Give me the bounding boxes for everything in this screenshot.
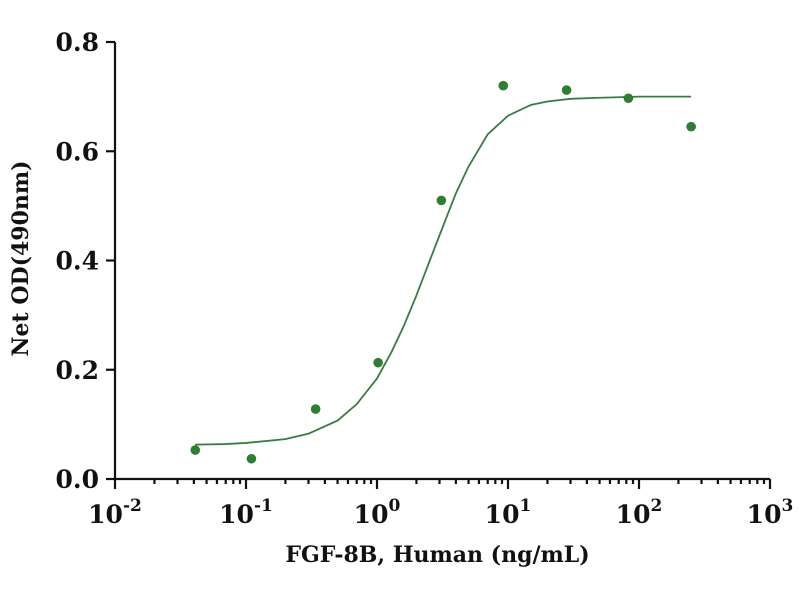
y-tick-label: 0.0	[56, 465, 100, 494]
x-tick-label: 100	[354, 496, 401, 529]
fit-curve	[195, 95, 692, 446]
x-ticks: 10-2 10-1 100 101 102 103	[88, 479, 793, 529]
x-tick-base: 10	[747, 500, 782, 529]
x-tick-base: 10	[88, 500, 123, 529]
data-point	[373, 357, 383, 368]
y-tick-label: 0.6	[56, 137, 100, 166]
x-tick-label: 102	[616, 496, 663, 529]
y-tick-label: 0.4	[56, 247, 100, 276]
x-tick-base: 10	[354, 500, 389, 529]
x-tick-exponent: 3	[781, 496, 793, 516]
x-tick-exponent: -2	[123, 496, 142, 516]
data-point	[623, 93, 634, 104]
x-tick-exponent: -1	[254, 496, 273, 516]
x-tick-label: 101	[485, 496, 532, 529]
data-point	[246, 453, 257, 464]
y-tick-label: 0.8	[56, 28, 100, 57]
x-tick-exponent: 0	[388, 496, 400, 516]
x-tick-base: 10	[485, 500, 520, 529]
data-point	[190, 445, 201, 455]
x-tick-exponent: 1	[519, 496, 531, 516]
x-tick-label: 10-1	[219, 496, 273, 529]
x-tick-base: 10	[616, 500, 651, 529]
x-tick-exponent: 2	[650, 496, 662, 516]
x-axis-title: FGF-8B, Human (ng/mL)	[285, 542, 589, 568]
data-point	[498, 80, 509, 91]
y-ticks: 0.0 0.2 0.4 0.6 0.8	[56, 28, 115, 494]
x-tick-base: 10	[219, 500, 254, 529]
x-tick-label: 10-2	[88, 496, 142, 529]
x-tick-label: 103	[747, 496, 794, 529]
data-point	[310, 404, 321, 414]
axes	[113, 42, 770, 481]
y-axis-title: Net OD(490nm)	[8, 160, 34, 356]
data-point	[686, 121, 696, 132]
data-point	[561, 85, 572, 95]
y-tick-label: 0.2	[56, 356, 100, 385]
data-point	[436, 195, 447, 206]
plot-area	[190, 80, 696, 464]
